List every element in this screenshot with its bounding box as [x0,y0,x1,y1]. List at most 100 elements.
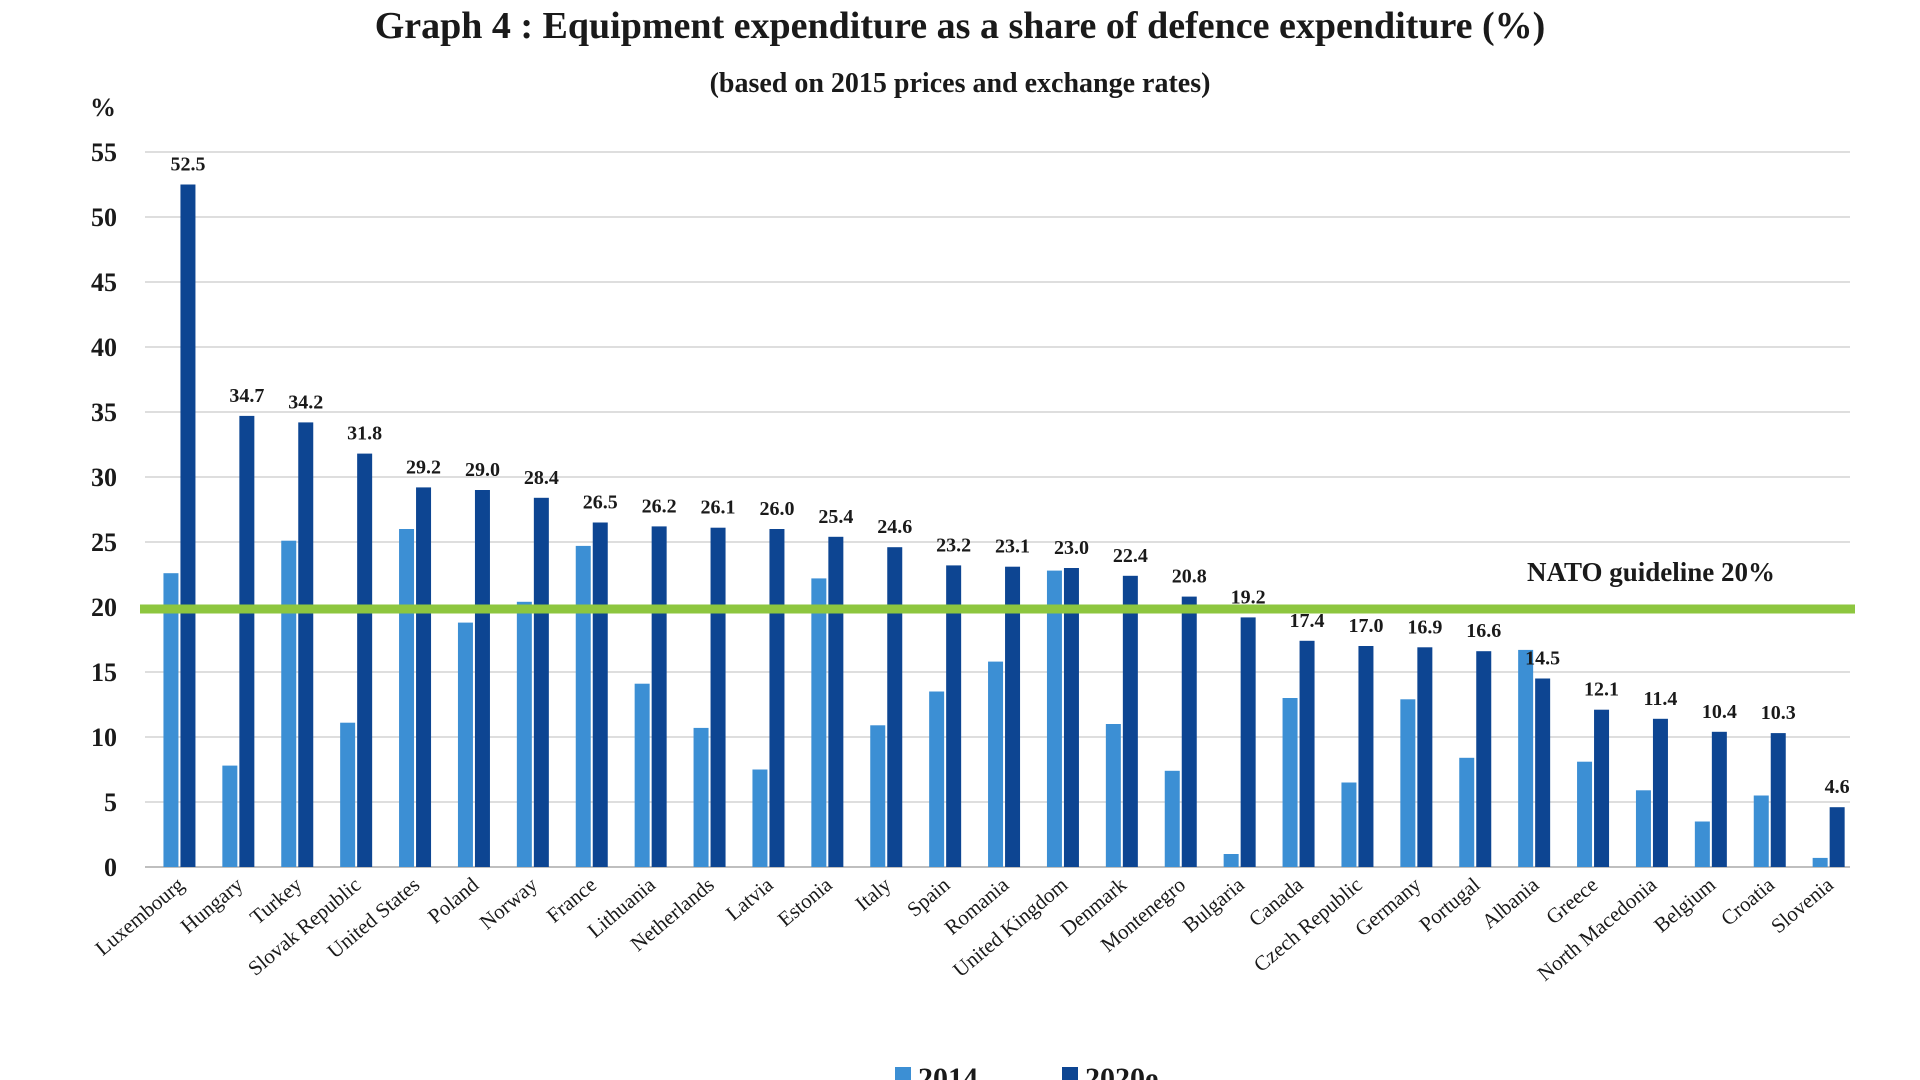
data-label: 12.1 [1584,679,1619,701]
bar-2014 [870,725,886,867]
data-label: 23.2 [936,534,971,556]
bar-2014 [693,727,709,867]
x-category-label: Portugal [1415,872,1485,936]
bar-2014 [1282,698,1298,867]
bar-2014 [1223,854,1239,867]
bar-2020e [1358,646,1374,867]
data-label: 4.6 [1825,776,1850,798]
bar-2014 [1105,724,1121,867]
y-tick-label: 55 [91,138,117,167]
data-label: 34.2 [288,391,323,413]
x-category-label: Luxembourg [90,872,189,960]
y-tick-label: 50 [91,203,117,232]
bar-2020e [1711,731,1727,867]
bars [163,184,1845,867]
bar-2014 [1341,782,1357,867]
chart-subtitle: (based on 2015 prices and exchange rates… [709,68,1211,99]
data-label: 29.2 [406,456,441,478]
data-label: 20.8 [1172,566,1207,588]
bar-2014 [516,601,532,867]
bar-2020e [1063,568,1079,867]
y-tick-label: 0 [104,853,117,882]
bar-2014 [752,769,768,867]
legend: 2014 2020e [895,1062,1158,1080]
x-category-label: Albania [1477,872,1544,934]
bar-2014 [988,661,1004,867]
y-tick-label: 10 [91,723,117,752]
bar-2020e [298,422,314,867]
bar-2020e [592,522,608,867]
bar-2020e [1476,651,1492,867]
data-label: 26.0 [759,498,794,520]
bar-2020e [1240,617,1256,867]
x-category-label: Slovenia [1766,872,1838,938]
bar-2014 [1046,570,1062,867]
data-label: 23.1 [995,536,1030,558]
bar-2014 [1753,795,1769,867]
bar-2014 [1459,757,1475,867]
x-category-label: Latvia [721,872,778,925]
data-label: 24.6 [877,516,912,538]
data-label: 10.4 [1702,701,1737,723]
y-tick-label: 5 [104,788,117,817]
data-label: 22.4 [1113,545,1148,567]
bar-2014 [457,622,473,867]
bar-2020e [1594,709,1610,867]
bar-2014 [399,529,415,867]
y-axis-unit: % [90,93,116,122]
bar-2020e [1652,718,1668,867]
x-category-label: Hungary [176,872,248,938]
bar-2014 [575,545,591,867]
legend-label-2020e: 2020e [1085,1062,1158,1080]
bar-2020e [1122,575,1138,867]
y-tick-label: 15 [91,658,117,687]
bar-2014 [811,578,827,867]
y-tick-label: 30 [91,463,117,492]
data-label: 16.9 [1407,616,1442,638]
bar-2020e [1299,640,1315,867]
x-category-label: Belgium [1649,872,1720,937]
x-category-label: Bulgaria [1178,872,1249,937]
legend-swatch-2014 [895,1067,911,1080]
x-category-label: Poland [423,872,483,928]
bar-2014 [929,691,945,867]
bar-2020e [416,487,432,867]
bar-2020e [1181,596,1197,867]
data-label: 26.5 [583,492,618,514]
data-label: 11.4 [1643,688,1677,710]
chart-title: Graph 4 : Equipment expenditure as a sha… [374,5,1546,47]
bar-2014 [222,765,238,867]
bar-2020e [710,527,726,867]
bar-2020e [828,536,844,867]
data-label: 16.6 [1466,620,1501,642]
bar-2020e [651,526,667,867]
data-label: 23.0 [1054,537,1089,559]
bar-2020e [357,453,373,867]
x-category-label: Norway [475,872,543,934]
data-label: 34.7 [229,385,264,407]
bar-2014 [163,573,179,867]
nato-guideline-label: NATO guideline 20% [1527,557,1775,587]
bar-2014 [1164,770,1180,867]
bar-2020e [946,565,962,867]
y-tick-label: 40 [91,333,117,362]
bar-2014 [1518,649,1534,867]
data-label: 26.1 [701,497,736,519]
data-label: 19.2 [1231,586,1266,608]
bar-2014 [281,540,297,867]
bar-2020e [533,497,549,867]
data-label: 28.4 [524,467,559,489]
y-tick-label: 35 [91,398,117,427]
y-tick-label: 45 [91,268,117,297]
bar-2014 [634,683,650,867]
data-label: 31.8 [347,423,382,445]
bar-2020e [769,529,785,867]
bar-2014 [1694,821,1710,867]
bar-2020e [1005,566,1021,867]
bar-2020e [180,184,196,867]
bar-2014 [1635,790,1651,867]
data-label: 29.0 [465,459,500,481]
legend-label-2014: 2014 [918,1062,978,1080]
data-label: 17.4 [1290,610,1325,632]
data-label: 25.4 [818,506,853,528]
